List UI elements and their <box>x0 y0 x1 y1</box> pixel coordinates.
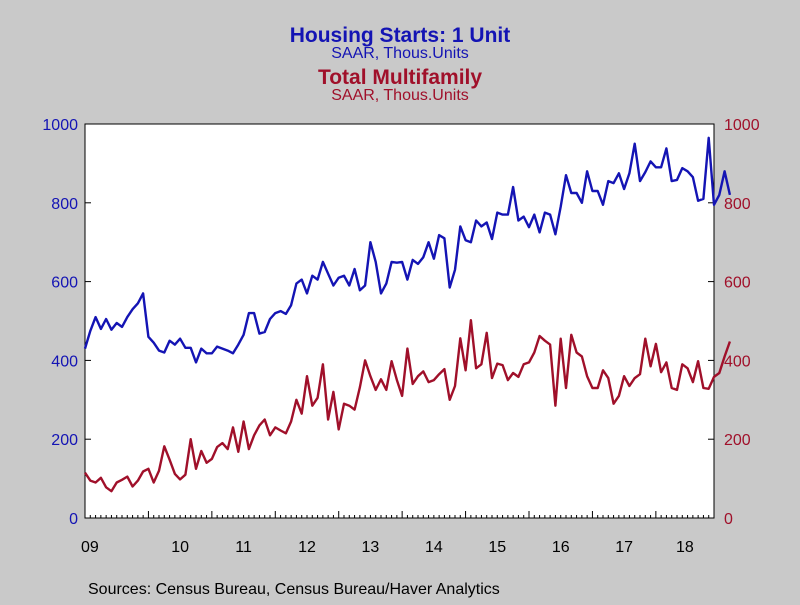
series2-subtitle: SAAR, Thous.Units <box>331 87 469 104</box>
left-tick-label: 600 <box>51 275 78 292</box>
series-line-1 <box>83 136 732 364</box>
source-note: Sources: Census Bureau, Census Bureau/Ha… <box>88 581 500 598</box>
left-tick-label: 400 <box>51 353 78 370</box>
x-axis: 09 10 11 12 13 14 15 16 17 18 <box>81 511 715 556</box>
x-tick-label: 17 <box>615 539 633 556</box>
series2-title: Total Multifamily <box>318 66 482 89</box>
x-tick-label: 10 <box>171 539 189 556</box>
left-tick-label: 800 <box>51 196 78 213</box>
series1-subtitle: SAAR, Thous.Units <box>331 45 469 62</box>
right-tick-label: 1000 <box>724 117 760 134</box>
plot-area <box>84 123 715 519</box>
x-tick-label: 13 <box>362 539 380 556</box>
x-tick-label: 09 <box>81 539 99 556</box>
left-tick-label: 0 <box>69 511 78 528</box>
x-tick-label: 18 <box>676 539 694 556</box>
series1-title: Housing Starts: 1 Unit <box>290 24 511 47</box>
series-layer <box>83 136 732 493</box>
x-tick-label: 15 <box>488 539 506 556</box>
right-tick-label: 0 <box>724 511 733 528</box>
x-tick-label: 16 <box>552 539 570 556</box>
right-axis: 0 200 400 600 800 1000 <box>708 117 760 528</box>
x-tick-label: 12 <box>298 539 316 556</box>
right-tick-label: 200 <box>724 432 751 449</box>
right-tick-label: 400 <box>724 353 751 370</box>
left-axis: 0 200 400 600 800 1000 <box>42 117 91 528</box>
x-tick-label: 11 <box>235 539 252 556</box>
left-tick-label: 1000 <box>42 117 78 134</box>
left-tick-label: 200 <box>51 432 78 449</box>
series-line-2 <box>84 319 732 493</box>
right-tick-label: 600 <box>724 275 751 292</box>
right-tick-label: 800 <box>724 196 751 213</box>
x-tick-label: 14 <box>425 539 443 556</box>
